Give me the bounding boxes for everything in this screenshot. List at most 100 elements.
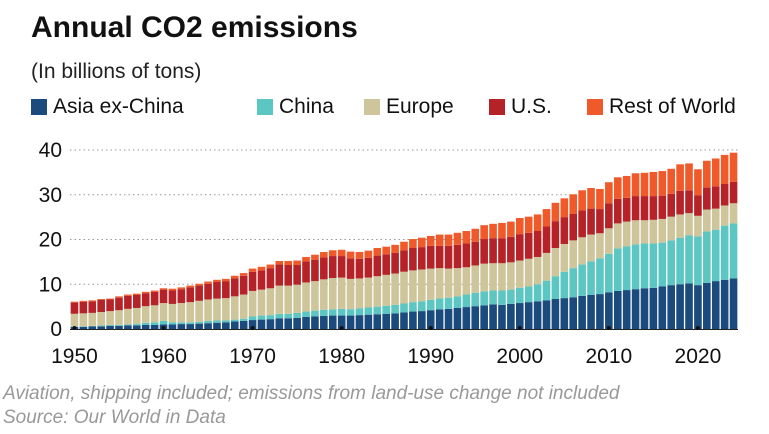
- legend-item-europe: Europe: [364, 95, 454, 119]
- bar-1972-series-3: [266, 268, 275, 289]
- bar-2018-series-1: [676, 237, 684, 285]
- bar-1976-series-3: [302, 261, 310, 283]
- bar-2010-series-2: [605, 228, 613, 254]
- bar-1971-series-2: [257, 289, 266, 316]
- bar-1974-series-3: [284, 265, 293, 286]
- bar-1989-series-2: [418, 269, 426, 302]
- bar-2012-series-1: [622, 246, 631, 291]
- bar-2004-series-4: [551, 202, 560, 222]
- bar-1957-series-4: [133, 293, 141, 295]
- bar-1985-series-2: [382, 274, 390, 306]
- chart-title: Annual CO2 emissions: [31, 11, 358, 44]
- y-tick-label-10: 10: [39, 273, 62, 296]
- bar-1993-series-3: [453, 244, 462, 269]
- legend-swatch-rest-of-world: [587, 99, 603, 115]
- bar-2016-series-3: [658, 195, 667, 219]
- bar-2008-series-2: [587, 234, 595, 262]
- bar-1967-series-0: [222, 322, 230, 329]
- bar-2019-series-2: [685, 213, 693, 236]
- bar-1956-series-3: [124, 295, 132, 309]
- bar-1965-series-2: [204, 299, 212, 321]
- bar-1991-series-3: [435, 245, 444, 269]
- bar-1953-series-3: [97, 299, 105, 312]
- bar-2018-series-0: [676, 284, 684, 329]
- bar-1965-series-4: [204, 281, 212, 284]
- footnote: Aviation, shipping included; emissions f…: [3, 383, 620, 404]
- bar-1985-series-4: [382, 246, 390, 255]
- bar-1990-series-1: [426, 299, 435, 311]
- bar-1959-series-0: [150, 324, 159, 329]
- bar-2009-series-4: [596, 188, 604, 210]
- bar-2003-series-3: [542, 226, 551, 253]
- bar-1986-series-0: [391, 313, 399, 329]
- bar-2001-series-0: [524, 302, 533, 329]
- bar-1950-series-4: [70, 301, 79, 303]
- bar-1995-series-4: [471, 228, 480, 242]
- bar-1957-series-1: [133, 324, 141, 326]
- bar-1985-series-1: [382, 305, 390, 314]
- bar-2003-series-4: [542, 209, 551, 227]
- x-tick-mark-1950: [72, 326, 77, 330]
- bar-1964-series-1: [195, 321, 203, 324]
- bar-1959-series-3: [150, 291, 159, 306]
- bar-2014-series-4: [640, 172, 649, 197]
- bar-1995-series-3: [471, 241, 480, 266]
- bar-2020-series-3: [694, 195, 702, 216]
- bar-1988-series-1: [409, 302, 417, 312]
- bar-1998-series-1: [498, 290, 506, 305]
- bar-1977-series-0: [311, 316, 319, 329]
- bar-1977-series-4: [311, 254, 319, 260]
- bar-2004-series-2: [551, 248, 560, 277]
- bar-1958-series-0: [141, 324, 150, 329]
- x-tick-mark-1970: [250, 326, 255, 330]
- bar-1995-series-1: [471, 292, 480, 307]
- bar-2002-series-1: [533, 284, 542, 302]
- bar-2016-series-1: [658, 242, 667, 287]
- bar-1967-series-2: [222, 298, 230, 321]
- x-tick-mark-2000: [517, 326, 522, 330]
- bar-1997-series-4: [489, 223, 497, 239]
- bar-1986-series-2: [391, 273, 399, 305]
- bar-2021-series-2: [703, 209, 711, 232]
- bar-2013-series-0: [631, 289, 640, 329]
- bar-2002-series-3: [533, 231, 542, 257]
- bar-1986-series-3: [391, 252, 399, 274]
- bar-2016-series-0: [658, 286, 667, 329]
- bar-1997-series-0: [489, 304, 497, 329]
- bar-2010-series-1: [605, 253, 613, 293]
- bar-1996-series-1: [480, 291, 488, 306]
- bar-1982-series-4: [355, 252, 364, 259]
- bar-2004-series-3: [551, 221, 560, 248]
- bar-1992-series-1: [444, 297, 453, 309]
- bar-2007-series-1: [578, 264, 586, 296]
- bar-1978-series-3: [320, 257, 328, 280]
- bar-1961-series-1: [168, 322, 177, 325]
- bar-1986-series-1: [391, 304, 399, 314]
- bar-1976-series-4: [302, 256, 310, 262]
- bar-1965-series-0: [204, 323, 212, 329]
- bar-2008-series-4: [587, 188, 595, 209]
- bar-1978-series-0: [320, 316, 328, 329]
- bar-1969-series-4: [239, 273, 248, 276]
- bar-1962-series-4: [177, 287, 186, 290]
- legend-label-asia-ex-china: Asia ex-China: [53, 95, 184, 118]
- bar-1962-series-2: [177, 303, 186, 323]
- bar-1955-series-3: [115, 297, 123, 311]
- bar-1956-series-0: [124, 325, 132, 329]
- bar-2013-series-3: [631, 196, 640, 221]
- bar-2021-series-0: [703, 282, 711, 329]
- bar-1987-series-4: [400, 241, 408, 251]
- bar-2011-series-0: [613, 290, 622, 329]
- bar-1996-series-3: [480, 239, 488, 264]
- bar-1992-series-4: [444, 234, 453, 246]
- legend-swatch-europe: [364, 99, 380, 115]
- bar-1967-series-1: [222, 320, 230, 323]
- bar-1994-series-1: [462, 294, 471, 308]
- bar-1961-series-0: [168, 324, 177, 329]
- bar-1998-series-4: [498, 222, 506, 239]
- bar-1962-series-0: [177, 324, 186, 329]
- bar-1968-series-4: [230, 275, 239, 279]
- bar-1975-series-3: [293, 265, 301, 285]
- bar-1979-series-1: [328, 309, 337, 316]
- legend: Asia ex-China China Europe U.S. Rest of …: [31, 95, 766, 121]
